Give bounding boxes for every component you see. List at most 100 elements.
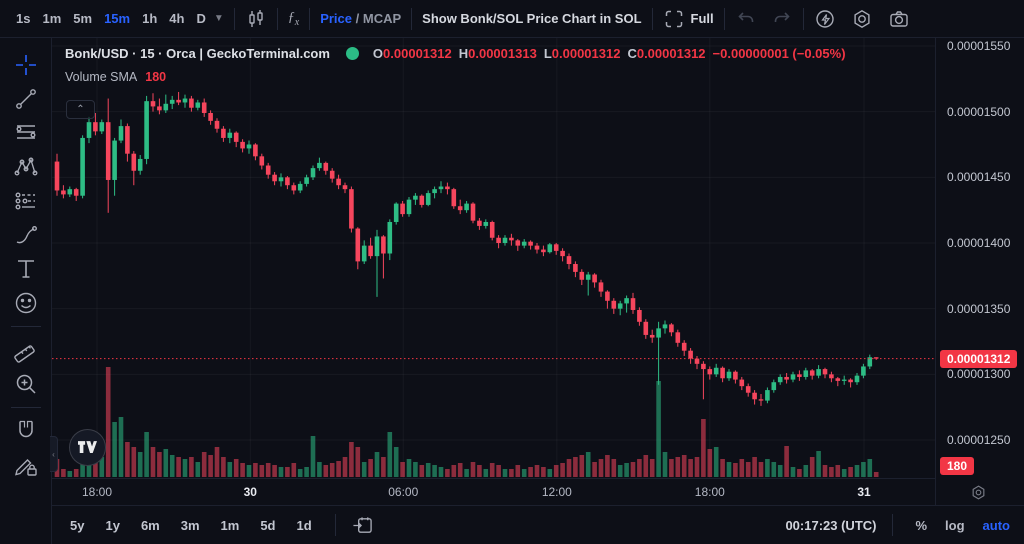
price-axis-label: 0.00001500 [947,104,1011,119]
volume-bar [489,463,495,477]
forecast-tool-icon[interactable] [13,188,39,214]
redo-icon[interactable] [771,8,793,30]
toolbar-divider [802,7,804,30]
candle-body [169,99,175,104]
candle-body [803,370,809,377]
fullscreen-button[interactable]: Full [663,8,714,30]
candle-body [137,158,143,171]
price-mcap-toggle[interactable]: Price / MCAP [320,11,402,26]
close-value: 0.00001312 [636,46,706,61]
text-tool-icon[interactable] [13,256,39,282]
candle-body [489,221,495,238]
candle-body [278,177,284,182]
volume-bar [150,447,156,477]
volume-bar [112,422,117,477]
volume-bar [790,467,796,477]
timeframe-button-5m[interactable]: 5m [73,11,93,26]
zoom-in-tool-icon[interactable] [13,371,39,397]
volume-bar [861,462,866,477]
candle-body [771,382,777,391]
log-scale-button[interactable]: log [945,517,965,533]
tradingview-logo[interactable] [69,429,106,466]
session-clock[interactable]: 00:17:23 (UTC) [785,517,877,533]
volume-sma-label[interactable]: Volume SMA [65,70,138,84]
volume-bar [317,462,322,477]
volume-bar [131,447,137,477]
magnet-tool-icon[interactable] [13,418,39,444]
candle-body [201,102,207,113]
price-mode-label[interactable]: Price [320,11,352,26]
range-button-6m[interactable]: 6m [140,517,160,533]
timeframe-button-1m[interactable]: 1m [42,11,62,26]
live-status-dot [345,47,359,60]
timeframe-button-1s[interactable]: 1s [16,11,31,26]
candle-body [451,189,457,207]
candle-body [829,374,834,379]
toolbar-divider [651,7,653,30]
candle-body [157,106,162,111]
lightning-icon[interactable] [814,8,836,30]
candlestick-plot[interactable] [52,38,935,478]
candle-body [521,241,527,246]
candle-body [93,122,98,132]
volume-bar [515,465,521,477]
timeframe-group: 1s 1m 5m 15m 1h 4h D [10,8,212,29]
collapse-arrow: ‹ [52,449,55,459]
volume-bar [745,462,751,477]
candlestick-style-icon[interactable] [245,8,267,30]
volume-bar [323,465,329,477]
volume-bar [777,465,783,477]
range-button-5d[interactable]: 5d [260,517,276,533]
undo-icon[interactable] [735,8,757,30]
candle-body [726,371,732,379]
auto-scale-button[interactable]: auto [982,517,1010,533]
volume-bar [605,455,610,477]
drawing-lock-tool-icon[interactable] [13,452,39,478]
timeframe-button-4h[interactable]: 4h [169,11,185,26]
candle-body [777,376,783,383]
range-button-5y[interactable]: 5y [70,517,85,533]
candle-body [816,369,821,376]
candle-body [329,170,335,179]
range-button-3m[interactable]: 3m [180,517,200,533]
crosshair-tool-icon[interactable] [13,52,39,78]
timeframe-button-15m[interactable]: 15m [104,11,131,26]
time-axis[interactable]: 18:00 30 06:00 12:00 18:00 31 [52,478,935,505]
range-button-1y[interactable]: 1y [105,517,120,533]
volume-bar [624,463,629,477]
emoji-tool-icon[interactable] [13,290,39,316]
indicators-fx-icon[interactable]: ƒx [287,9,300,28]
candle-body [285,177,290,186]
volume-bar [784,446,789,477]
price-axis[interactable]: 0.00001550 0.00001500 0.00001450 0.00001400… [935,38,1024,505]
candle-body [848,379,853,383]
brush-tool-icon[interactable] [13,222,39,248]
timeframe-button-D[interactable]: D [196,11,206,26]
volume-bar [797,469,802,477]
toolbar-collapse-handle[interactable]: ‹ [50,436,58,472]
range-button-1m[interactable]: 1m [220,517,240,533]
volume-bar [406,459,412,477]
candle-body [349,189,354,229]
percent-scale-button[interactable]: % [915,517,928,533]
xabcd-pattern-tool-icon[interactable] [13,154,39,180]
ruler-measure-tool-icon[interactable] [13,337,39,363]
show-in-sol-toggle[interactable]: Show Bonk/SOL Price Chart in SOL [422,11,642,26]
legend-collapse-button[interactable]: ⌃ [66,100,95,119]
mcap-mode-label[interactable]: MCAP [362,11,402,26]
fib-retracement-tool-icon[interactable] [13,120,39,146]
calendar-goto-date-icon[interactable] [352,515,373,536]
timeframe-button-1h[interactable]: 1h [142,11,158,26]
time-axis-label: 30 [243,485,257,499]
settings-gear-icon[interactable] [851,8,873,30]
axis-settings-gear-icon[interactable] [970,484,987,501]
timeframe-chevron-down-icon[interactable]: ▼ [213,13,224,24]
camera-snapshot-icon[interactable] [888,8,910,30]
volume-bar [803,465,809,477]
trend-line-tool-icon[interactable] [13,86,39,112]
candle-body [605,291,610,301]
symbol-title[interactable]: Bonk/USD · 15 · Orca | GeckoTerminal.com [65,46,330,61]
range-button-1d[interactable]: 1d [296,517,312,533]
time-axis-label: 18:00 [694,485,725,499]
